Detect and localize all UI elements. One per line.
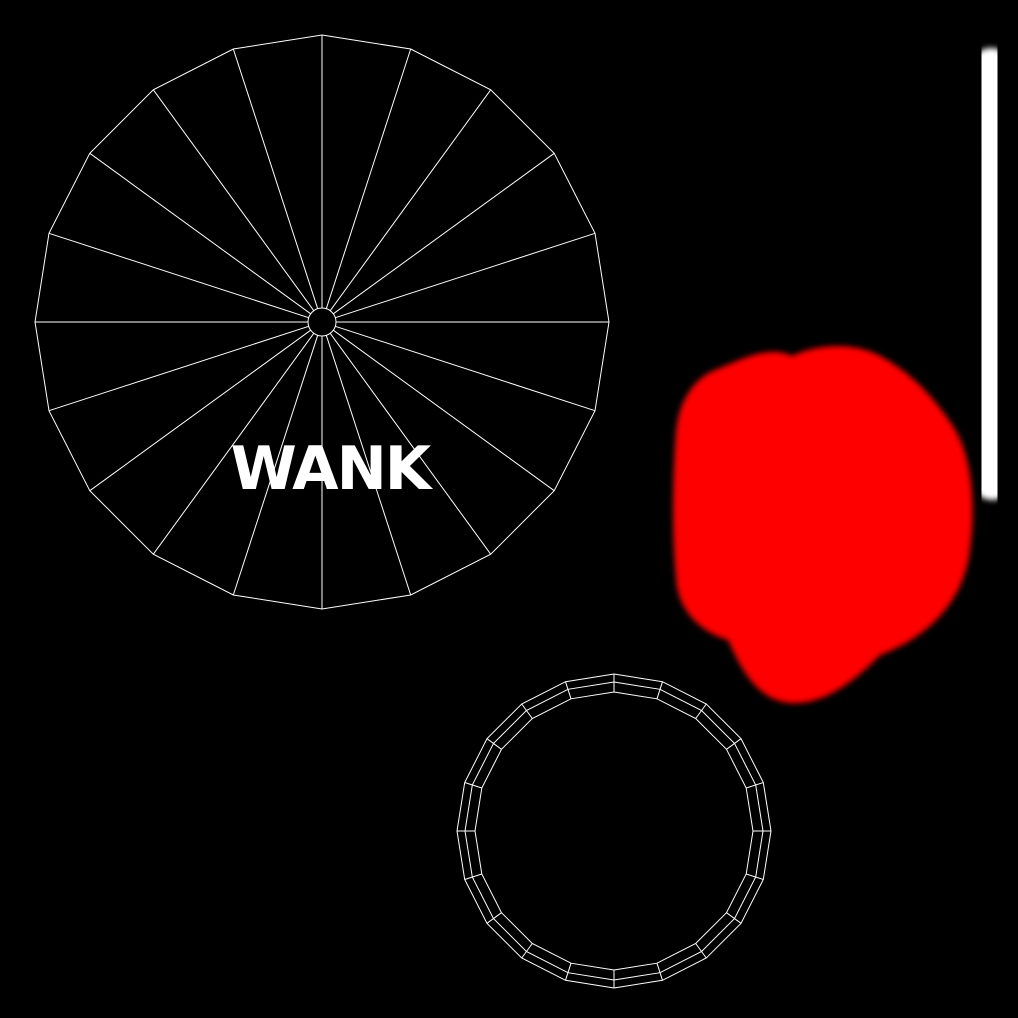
ring-divider <box>521 703 533 719</box>
ring-divider <box>726 738 742 750</box>
wheel-spoke <box>333 152 555 315</box>
wheel-spoke <box>333 329 555 492</box>
wheel-spoke <box>48 325 309 412</box>
ring-divider <box>656 963 663 981</box>
spoked-wheel-outline <box>34 34 610 610</box>
wheel-spoke <box>152 333 315 555</box>
white-paint-stroke <box>964 48 1015 500</box>
ring-divider <box>486 738 502 750</box>
wheel-spoke <box>329 89 492 311</box>
ring-divider <box>565 681 572 699</box>
ring-divider <box>464 782 482 789</box>
ring-divider <box>746 873 764 880</box>
wheel-spoke <box>152 89 315 311</box>
ring-divider <box>521 943 533 959</box>
wheel-spoke <box>329 333 492 555</box>
ring-divider <box>656 681 663 699</box>
ring-divider <box>565 963 572 981</box>
ring-divider <box>726 912 742 924</box>
segmented-ring-outline <box>456 673 772 989</box>
wheel-rim <box>34 34 610 610</box>
wheel-hub <box>307 307 337 337</box>
ring-divider <box>464 873 482 880</box>
wheel-spoke <box>335 232 596 319</box>
wheel-spoke <box>48 232 309 319</box>
ring-divider <box>486 912 502 924</box>
wheel-spoke <box>232 335 319 596</box>
wheel-label: WANK <box>231 434 434 504</box>
ring-divider <box>695 703 707 719</box>
wheel-spoke <box>89 329 311 492</box>
wheel-spoke <box>232 48 319 309</box>
red-paint-blob <box>673 346 973 704</box>
ring-divider <box>695 943 707 959</box>
wheel-spoke <box>325 48 412 309</box>
ring-divider <box>746 782 764 789</box>
wheel-spoke <box>335 325 596 412</box>
wheel-spoke <box>89 152 311 315</box>
wheel-spoke <box>325 335 412 596</box>
